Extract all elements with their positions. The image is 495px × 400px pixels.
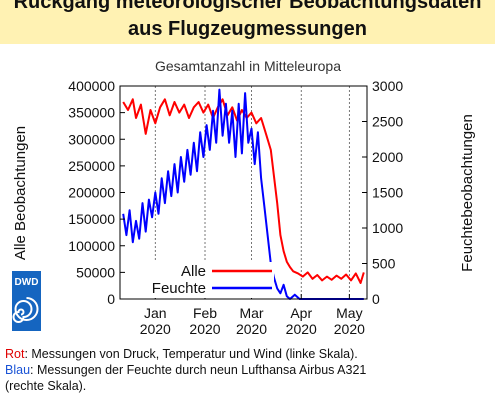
legend-label-alle: Alle xyxy=(181,263,206,280)
caption-line1: Rot: Messungen von Druck, Temperatur und… xyxy=(5,346,493,362)
caption-text-blue: : Messungen der Feuchte durch neun Lufth… xyxy=(30,363,367,377)
chart-legend: Alle Feuchte xyxy=(150,262,274,298)
y-left-tick-label-0: 0 xyxy=(107,291,115,307)
y-axis-right: 0 500 1000 1500 2000 2500 3000 xyxy=(362,78,403,307)
x-tick-label-2: Mar xyxy=(239,305,263,321)
y-axis-left: 0 50000 100000 150000 200000 250000 300000 3500… xyxy=(68,78,125,307)
x-tick-year-1: 2020 xyxy=(189,321,220,337)
caption-line2: Blau: Messungen der Feuchte durch neun L… xyxy=(5,362,493,378)
chart-series-group xyxy=(122,88,365,300)
caption: Rot: Messungen von Druck, Temperatur und… xyxy=(5,346,493,394)
page-title-line2: aus Flugzeugmessungen xyxy=(128,18,367,40)
x-tick-label-1: Feb xyxy=(193,305,217,321)
legend-background xyxy=(150,262,274,298)
caption-line3: (rechte Skala). xyxy=(5,379,87,393)
y-left-tick-label-8: 400000 xyxy=(68,78,115,94)
series-line-feuchte xyxy=(122,88,364,300)
y-left-tick-label-4: 200000 xyxy=(68,185,115,201)
y-left-tick-label-2: 100000 xyxy=(68,238,115,254)
series-line-alle xyxy=(122,98,365,284)
logo-text: DWD xyxy=(15,277,39,288)
dwd-logo: DWD xyxy=(12,271,41,331)
y-axis-right-label: Feuchtebeobachtungen xyxy=(459,114,476,272)
x-tick-label-3: Apr xyxy=(290,305,312,321)
caption-text-red: : Messungen von Druck, Temperatur und Wi… xyxy=(24,347,358,361)
x-tick-label-4: May xyxy=(336,305,362,321)
y-left-tick-label-1: 50000 xyxy=(76,264,115,280)
y-axis-left-label: Alle Beobachtungen xyxy=(12,126,29,260)
caption-key-red: Rot xyxy=(5,347,25,361)
y-right-tick-label-6: 3000 xyxy=(372,78,403,94)
y-right-tick-label-5: 2500 xyxy=(372,114,403,130)
x-tick-year-4: 2020 xyxy=(334,321,365,337)
y-left-tick-label-5: 250000 xyxy=(68,158,115,174)
y-right-tick-label-4: 2000 xyxy=(372,149,403,165)
header-banner: Rückgang meteorologischer Beobachtungsda… xyxy=(0,0,495,44)
y-right-tick-label-3: 1500 xyxy=(372,185,403,201)
y-left-tick-label-7: 350000 xyxy=(68,105,115,121)
x-tick-year-2: 2020 xyxy=(236,321,267,337)
y-right-tick-label-1: 500 xyxy=(372,256,396,272)
caption-key-blue: Blau xyxy=(5,363,31,377)
chart: Gesamtanzahl in Mitteleuropa 05000010000… xyxy=(12,58,476,337)
y-right-tick-label-2: 1000 xyxy=(372,220,403,236)
y-right-tick-label-0: 0 xyxy=(372,291,380,307)
page-title-line1: Rückgang meteorologischer Beobachtungsda… xyxy=(13,0,482,13)
x-tick-year-3: 2020 xyxy=(286,321,317,337)
x-tick-label-0: Jan xyxy=(144,305,167,321)
y-left-tick-label-3: 150000 xyxy=(68,211,115,227)
chart-title: Gesamtanzahl in Mitteleuropa xyxy=(155,58,341,74)
dwd-swirl-icon xyxy=(12,297,39,323)
x-tick-year-0: 2020 xyxy=(140,321,171,337)
legend-label-feuchte: Feuchte xyxy=(152,280,206,297)
y-left-tick-label-6: 300000 xyxy=(68,131,115,147)
